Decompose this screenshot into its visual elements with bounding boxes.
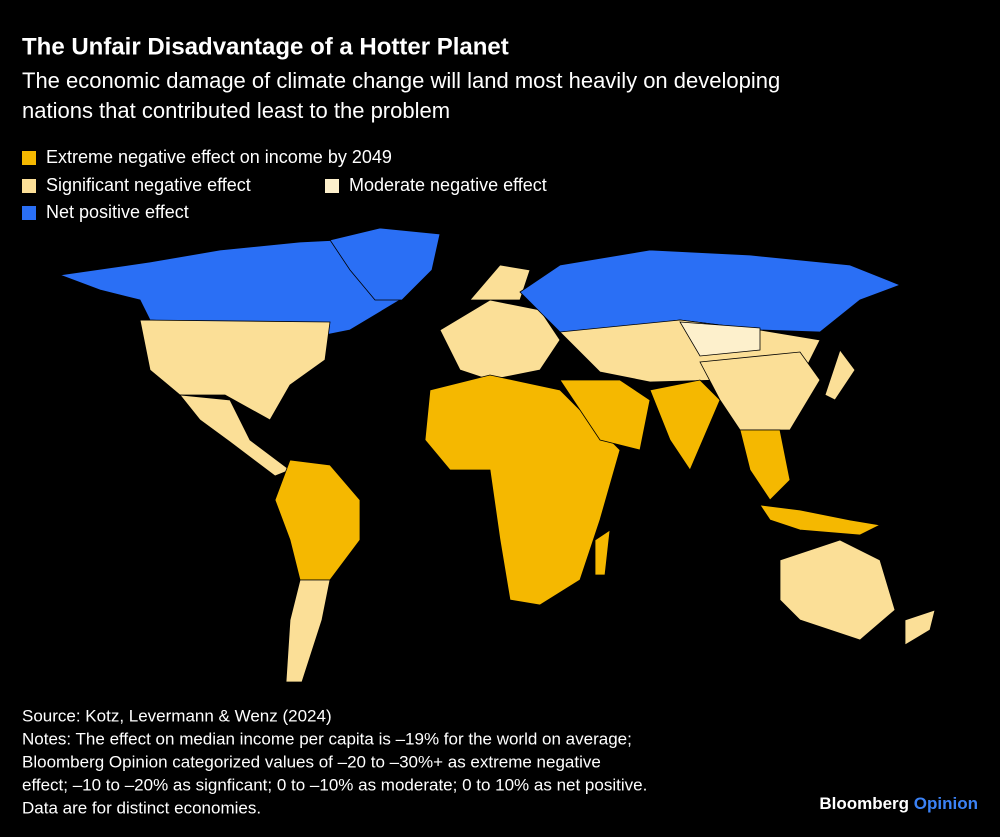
world-map <box>59 227 936 683</box>
source: Source: Kotz, Levermann & Wenz (2024) <box>22 706 332 725</box>
title: The Unfair Disadvantage of a Hotter Plan… <box>22 33 509 60</box>
brand-product: Opinion <box>914 794 978 813</box>
region <box>179 394 291 477</box>
region <box>139 319 331 421</box>
region <box>439 299 561 381</box>
legend-swatch <box>22 206 36 220</box>
legend-swatch <box>22 151 36 165</box>
region <box>285 579 331 683</box>
region <box>329 227 441 301</box>
legend-swatch <box>22 179 36 193</box>
notes: Notes: The effect on median income per c… <box>22 729 632 748</box>
subtitle: The economic damage of climate change wi… <box>22 68 780 93</box>
brand: Bloomberg Opinion <box>819 794 978 813</box>
region <box>679 321 761 357</box>
legend: Extreme negative effect on income by 204… <box>22 147 547 222</box>
legend-label: Moderate negative effect <box>349 175 547 195</box>
legend-label: Significant negative effect <box>46 175 251 195</box>
notes: effect; –10 to –20% as signficant; 0 to … <box>22 775 647 794</box>
region <box>779 539 896 641</box>
region <box>699 351 821 431</box>
region <box>824 349 856 401</box>
region <box>469 264 531 301</box>
subtitle: nations that contributed least to the pr… <box>22 98 450 123</box>
region <box>759 504 882 536</box>
region <box>424 374 621 606</box>
region <box>904 609 936 646</box>
legend-swatch <box>325 179 339 193</box>
region <box>559 379 651 451</box>
region <box>594 529 611 576</box>
brand-name: Bloomberg <box>819 794 909 813</box>
notes: Data are for distinct economies. <box>22 798 261 817</box>
region <box>649 379 721 471</box>
notes: Bloomberg Opinion categorized values of … <box>22 752 601 771</box>
legend-label: Net positive effect <box>46 202 189 222</box>
region <box>739 429 791 501</box>
legend-label: Extreme negative effect on income by 204… <box>46 147 392 167</box>
